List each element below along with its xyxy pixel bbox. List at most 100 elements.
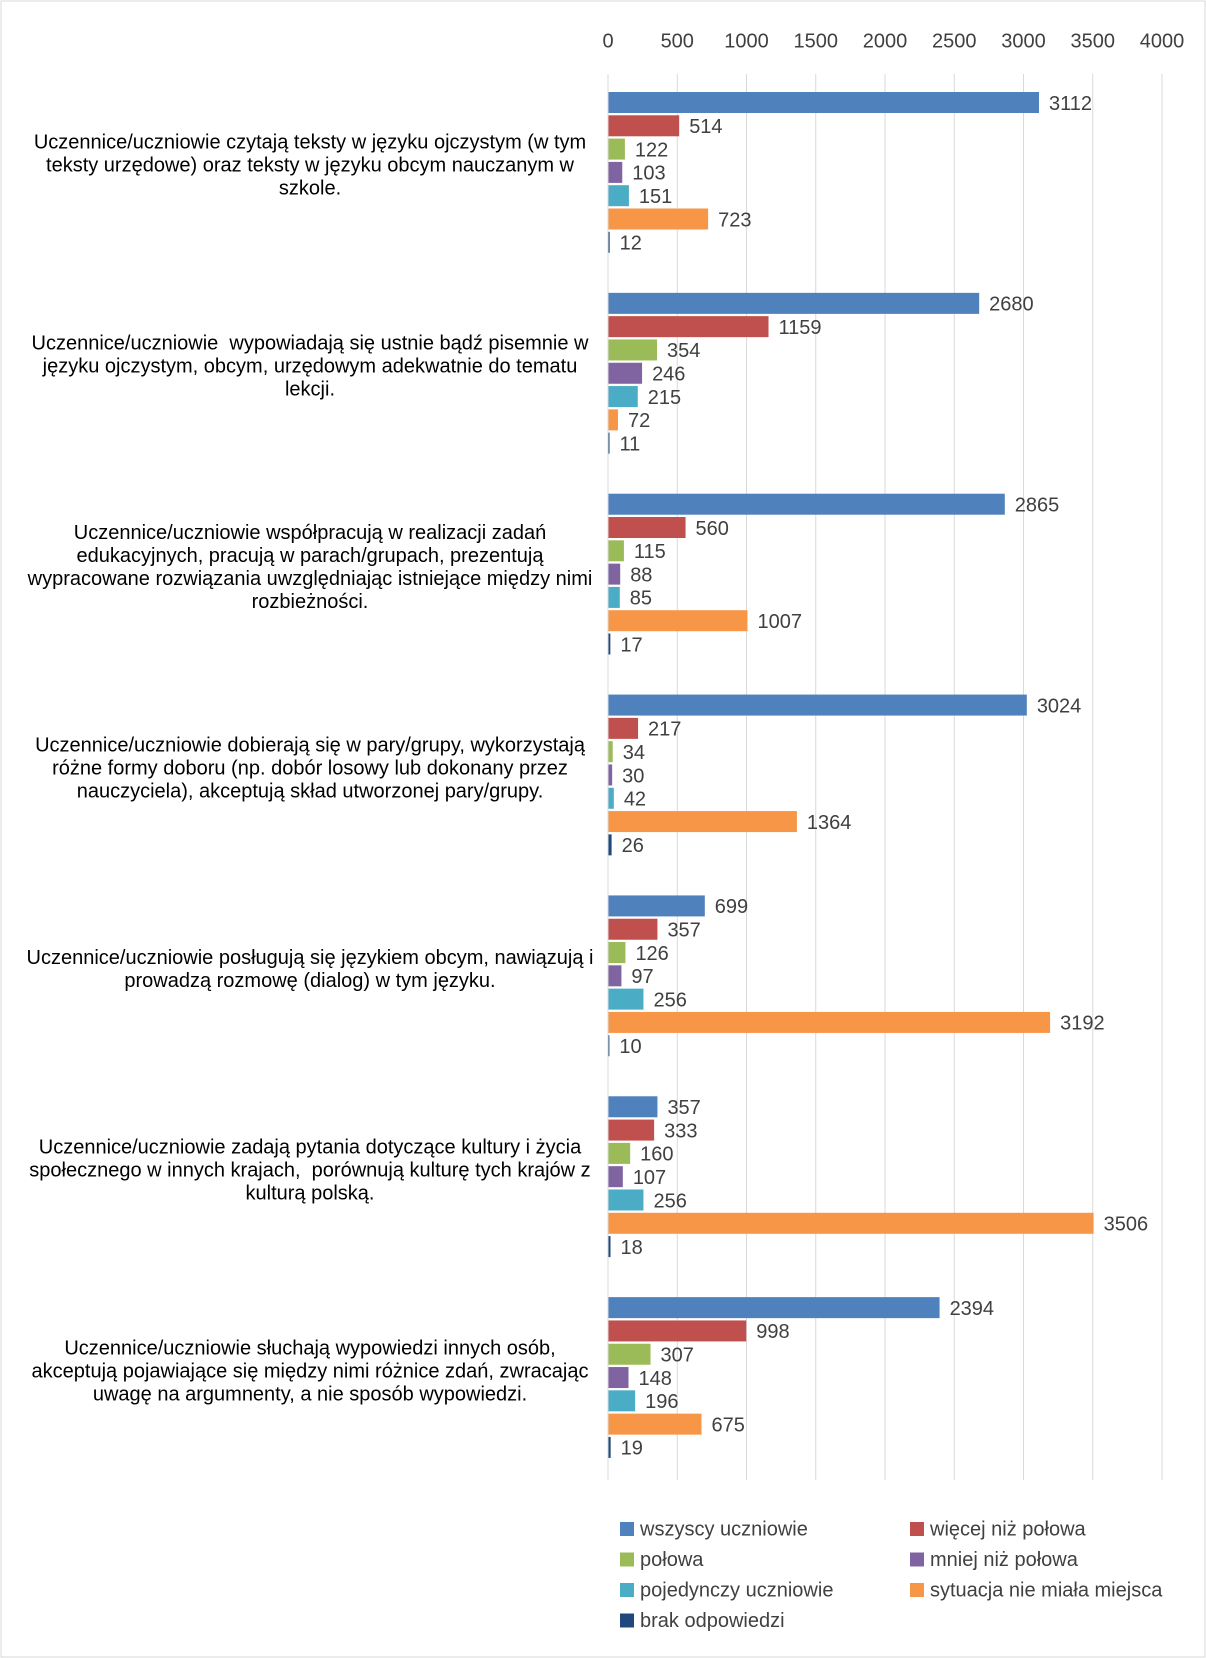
data-label: 354 bbox=[667, 340, 700, 362]
bar bbox=[608, 586, 620, 608]
bar bbox=[608, 386, 638, 408]
data-label: 115 bbox=[634, 541, 666, 563]
data-label: 3506 bbox=[1104, 1214, 1149, 1236]
bar bbox=[608, 316, 769, 338]
data-label: 88 bbox=[630, 564, 652, 586]
bar bbox=[608, 1166, 623, 1188]
bar bbox=[608, 1189, 644, 1211]
data-label: 126 bbox=[635, 943, 668, 965]
bar bbox=[608, 694, 1027, 716]
x-tick-label: 2500 bbox=[932, 30, 977, 52]
x-tick-label: 4000 bbox=[1140, 30, 1185, 52]
data-label: 215 bbox=[648, 387, 681, 409]
legend-swatch bbox=[910, 1583, 924, 1597]
data-label: 97 bbox=[631, 966, 653, 988]
bar bbox=[608, 741, 613, 763]
legend-label: połowa bbox=[640, 1549, 704, 1571]
data-label: 307 bbox=[661, 1345, 694, 1367]
bar bbox=[608, 493, 1005, 515]
bar bbox=[608, 1142, 631, 1164]
bar bbox=[608, 292, 980, 314]
bar bbox=[608, 1035, 610, 1057]
legend-swatch bbox=[910, 1552, 924, 1567]
bar bbox=[608, 540, 624, 562]
bar bbox=[608, 563, 621, 585]
bar bbox=[608, 115, 680, 137]
category-label: Uczennice/uczniowie współpracują w reali… bbox=[27, 522, 604, 614]
bar bbox=[608, 1236, 611, 1258]
bar bbox=[608, 787, 614, 809]
x-tick-label: 500 bbox=[661, 30, 694, 52]
bar bbox=[608, 185, 629, 207]
data-label: 357 bbox=[667, 920, 700, 942]
bar bbox=[608, 834, 612, 856]
data-label: 333 bbox=[664, 1120, 697, 1142]
data-label: 723 bbox=[718, 209, 751, 231]
data-label: 1159 bbox=[779, 317, 822, 339]
legend-label: pojedynczy uczniowie bbox=[640, 1579, 833, 1601]
bar bbox=[608, 633, 611, 655]
data-label: 2680 bbox=[989, 294, 1033, 316]
bar bbox=[608, 764, 613, 786]
category-label: Uczennice/uczniowie posługują się języki… bbox=[26, 946, 600, 992]
bar bbox=[608, 517, 686, 539]
bar bbox=[608, 1011, 1051, 1033]
data-label: 148 bbox=[638, 1368, 671, 1390]
bar bbox=[608, 1343, 651, 1365]
bar bbox=[608, 988, 644, 1010]
data-label: 85 bbox=[630, 588, 652, 610]
bar bbox=[608, 432, 610, 454]
data-label: 26 bbox=[622, 835, 644, 857]
data-label: 30 bbox=[622, 765, 644, 787]
category-label: Uczennice/uczniowie wypowiadają się ustn… bbox=[31, 332, 595, 401]
bar bbox=[608, 1436, 611, 1458]
x-tick-label: 3500 bbox=[1071, 30, 1116, 52]
data-label: 1364 bbox=[807, 812, 852, 834]
bar bbox=[608, 1367, 629, 1389]
data-label: 19 bbox=[621, 1438, 643, 1460]
bar bbox=[608, 965, 622, 987]
bar bbox=[608, 1413, 702, 1435]
data-label: 2394 bbox=[950, 1298, 995, 1320]
category-label: Uczennice/uczniowie dobierają się w pary… bbox=[35, 734, 591, 803]
legend-label: sytuacja nie miała miejsca bbox=[930, 1579, 1163, 1601]
bar bbox=[608, 339, 658, 361]
data-label: 103 bbox=[632, 163, 665, 185]
bar bbox=[608, 1297, 940, 1319]
legend-swatch bbox=[910, 1522, 924, 1536]
data-label: 246 bbox=[652, 364, 685, 386]
data-label: 151 bbox=[639, 186, 672, 208]
data-label: 217 bbox=[648, 719, 681, 741]
category-label: Uczennice/uczniowie zadają pytania dotyc… bbox=[29, 1136, 597, 1205]
x-tick-label: 1500 bbox=[794, 30, 839, 52]
legend-label: brak odpowiedzi bbox=[640, 1610, 785, 1632]
data-label: 107 bbox=[633, 1167, 666, 1189]
category-label: Uczennice/uczniowie czytają teksty w jęz… bbox=[33, 131, 592, 200]
data-label: 3024 bbox=[1037, 695, 1082, 717]
bar bbox=[608, 610, 748, 632]
data-label: 10 bbox=[619, 1036, 641, 1058]
data-label: 196 bbox=[645, 1391, 678, 1413]
data-label: 12 bbox=[620, 233, 642, 255]
bar bbox=[608, 942, 626, 964]
data-label: 699 bbox=[715, 896, 748, 918]
data-label: 256 bbox=[653, 989, 686, 1011]
bar bbox=[608, 1119, 655, 1141]
legend-swatch bbox=[620, 1522, 634, 1536]
bar bbox=[608, 1390, 636, 1412]
category-label: Uczennice/uczniowie słuchają wypowiedzi … bbox=[31, 1337, 595, 1406]
data-label: 560 bbox=[696, 518, 729, 540]
data-label: 357 bbox=[667, 1097, 700, 1119]
x-tick-label: 1000 bbox=[724, 30, 769, 52]
data-label: 72 bbox=[628, 410, 650, 432]
bar bbox=[608, 92, 1040, 113]
legend-swatch bbox=[620, 1552, 634, 1567]
bar bbox=[608, 138, 625, 160]
data-label: 3192 bbox=[1060, 1013, 1105, 1035]
data-label: 2865 bbox=[1015, 494, 1060, 516]
x-tick-label: 2000 bbox=[863, 30, 908, 52]
legend-swatch bbox=[620, 1583, 634, 1597]
data-label: 1007 bbox=[757, 611, 802, 633]
